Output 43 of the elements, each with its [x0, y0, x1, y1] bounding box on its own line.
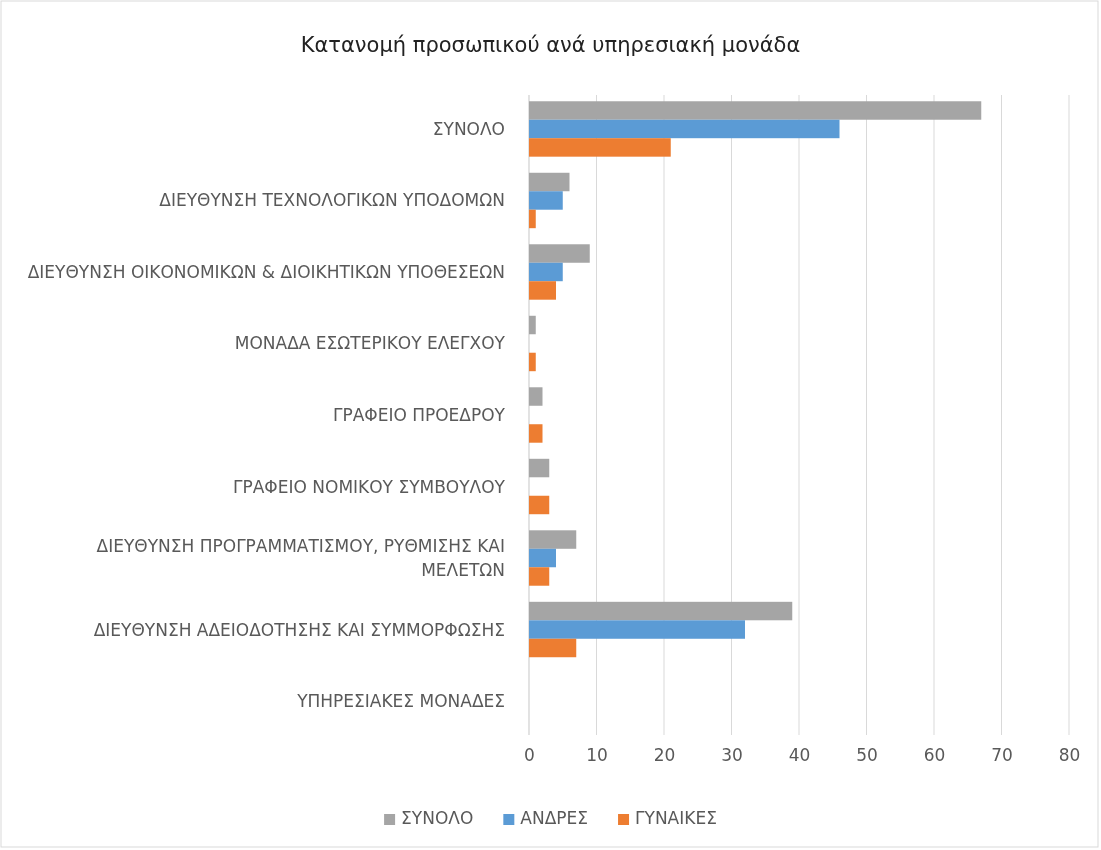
- bar: [529, 138, 671, 157]
- bar: [529, 191, 563, 210]
- bar: [529, 101, 982, 120]
- x-tick-label: 70: [991, 745, 1013, 766]
- x-tick-label: 60: [923, 745, 946, 766]
- bar: [529, 315, 536, 335]
- bar: [529, 495, 550, 515]
- bar: [529, 244, 590, 263]
- x-tick-label: 20: [653, 745, 676, 766]
- y-tick-label: ΣΥΝΟΛΟ: [432, 118, 505, 139]
- legend-label: ΓΥΝΑΙΚΕΣ: [635, 808, 717, 828]
- x-tick-label: 40: [788, 745, 811, 766]
- y-tick-label: ΓΡΑΦΕΙΟ ΝΟΜΙΚΟΥ ΣΥΜΒΟΥΛΟΥ: [233, 476, 506, 497]
- chart-title: Κατανομή προσωπικού ανά υπηρεσιακή μονάδα: [300, 33, 801, 57]
- bar: [529, 352, 536, 372]
- bar: [529, 209, 536, 229]
- y-tick-label: ΔΙΕΥΘΥΝΣΗ ΟΙΚΟΝΟΜΙΚΩΝ & ΔΙΟΙΚΗΤΙΚΩΝ ΥΠΟΘΕΣΕΩΝ: [27, 261, 505, 282]
- bar: [529, 281, 556, 300]
- x-tick-label: 80: [1058, 745, 1081, 766]
- x-tick-label: 30: [721, 745, 743, 766]
- y-tick-label: ΓΡΑΦΕΙΟ ΠΡΟΕΔΡΟΥ: [332, 405, 506, 425]
- x-tick-label: 0: [524, 745, 535, 766]
- bar: [529, 458, 550, 478]
- x-tick-label: 10: [586, 745, 608, 766]
- y-tick-label: ΔΙΕΥΘΥΝΣΗ ΤΕΧΝΟΛΟΓΙΚΩΝ ΥΠΟΔΟΜΩΝ: [159, 190, 505, 211]
- bar: [529, 387, 543, 406]
- y-tick-label: ΥΠΗΡΕΣΙΑΚΕΣ ΜΟΝΑΔΕΣ: [296, 691, 505, 712]
- bar: [529, 601, 793, 621]
- legend-label: ΑΝΔΡΕΣ: [520, 808, 589, 828]
- y-tick-label: ΔΙΕΥΘΥΝΣΗ ΑΔΕΙΟΔΟΤΗΣΗΣ ΚΑΙ ΣΥΜΜΟΡΦΩΣΗΣ: [93, 619, 505, 640]
- bar: [529, 424, 543, 443]
- bar: [529, 530, 577, 549]
- bar: [529, 638, 577, 658]
- legend-label: ΣΥΝΟΛΟ: [401, 808, 474, 828]
- bar: [529, 262, 563, 282]
- y-tick-label: ΔΙΕΥΘΥΝΣΗ ΠΡΟΓΡΑΜΜΑΤΙΣΜΟΥ, ΡΥΘΜΙΣΗΣ ΚΑΙ ΜΕΛΕΤΩΝ: [96, 536, 505, 581]
- bar: [529, 620, 745, 639]
- x-tick-label: 50: [856, 745, 878, 766]
- bar: [529, 548, 556, 568]
- bar: [529, 172, 570, 192]
- bar: [529, 567, 550, 586]
- bar: [529, 119, 840, 139]
- y-tick-label: ΜΟΝΑΔΑ ΕΣΩΤΕΡΙΚΟΥ ΕΛΕΓΧΟΥ: [234, 333, 506, 354]
